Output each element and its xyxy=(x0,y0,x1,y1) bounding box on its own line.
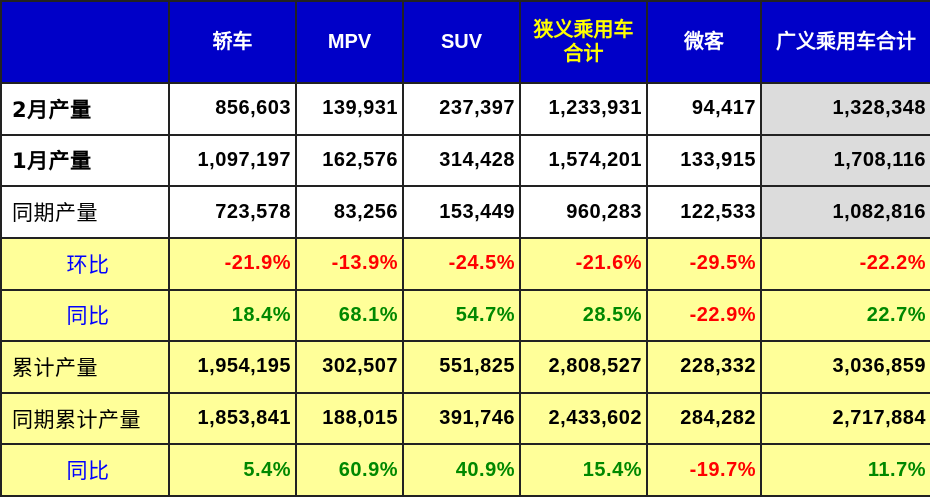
cell: 94,417 xyxy=(646,82,762,136)
cell-positive: 68.1% xyxy=(295,288,404,343)
cell: 122,533 xyxy=(646,185,762,239)
table-row-same-period-output: 同期产量 723,578 83,256 153,449 960,283 122,… xyxy=(0,185,930,239)
cell: 153,449 xyxy=(402,185,521,239)
cell-positive: 60.9% xyxy=(295,443,404,497)
cell: 83,256 xyxy=(295,185,404,239)
cell: 1,574,201 xyxy=(519,133,648,188)
cell: 139,931 xyxy=(295,82,404,136)
cell-positive: 28.5% xyxy=(519,288,648,343)
table-row-feb-output: 2月产量 856,603 139,931 237,397 1,233,931 9… xyxy=(0,82,930,136)
header-suv: SUV xyxy=(402,0,521,84)
cell-total: 1,708,116 xyxy=(760,133,930,188)
cell: 2,433,602 xyxy=(519,391,648,446)
row-label: 同期累计产量 xyxy=(0,391,170,446)
row-label: 1月产量 xyxy=(0,133,170,188)
cell-total: 1,082,816 xyxy=(760,185,930,239)
cell: 1,853,841 xyxy=(168,391,297,446)
header-row: 轿车 MPV SUV 狭义乘用车 合计 微客 广义乘用车合计 xyxy=(0,0,930,84)
table-row-jan-output: 1月产量 1,097,197 162,576 314,428 1,574,201… xyxy=(0,133,930,188)
cell-negative: -22.9% xyxy=(646,288,762,343)
table-row-cumulative-yoy: 同比 5.4% 60.9% 40.9% 15.4% -19.7% 11.7% xyxy=(0,443,930,497)
cell: 1,097,197 xyxy=(168,133,297,188)
table-row-cumulative-output: 累计产量 1,954,195 302,507 551,825 2,808,527… xyxy=(0,340,930,394)
cell-positive: 22.7% xyxy=(760,288,930,343)
header-broad-total: 广义乘用车合计 xyxy=(760,0,930,84)
cell-negative: -22.2% xyxy=(760,236,930,291)
cell-negative: -13.9% xyxy=(295,236,404,291)
row-label: 累计产量 xyxy=(0,340,170,394)
header-narrow-total: 狭义乘用车 合计 xyxy=(519,0,648,84)
cell-negative: -21.9% xyxy=(168,236,297,291)
header-sedan: 轿车 xyxy=(168,0,297,84)
cell: 228,332 xyxy=(646,340,762,394)
cell-positive: 54.7% xyxy=(402,288,521,343)
table-row-yoy: 同比 18.4% 68.1% 54.7% 28.5% -22.9% 22.7% xyxy=(0,288,930,343)
cell-negative: -21.6% xyxy=(519,236,648,291)
table-row-mom: 环比 -21.9% -13.9% -24.5% -21.6% -29.5% -2… xyxy=(0,236,930,291)
cell: 237,397 xyxy=(402,82,521,136)
row-label: 环比 xyxy=(0,236,170,291)
cell-total: 1,328,348 xyxy=(760,82,930,136)
cell: 960,283 xyxy=(519,185,648,239)
cell: 133,915 xyxy=(646,133,762,188)
cell: 551,825 xyxy=(402,340,521,394)
row-label: 同期产量 xyxy=(0,185,170,239)
header-microvan: 微客 xyxy=(646,0,762,84)
cell-positive: 40.9% xyxy=(402,443,521,497)
cell: 3,036,859 xyxy=(760,340,930,394)
cell: 188,015 xyxy=(295,391,404,446)
row-label: 同比 xyxy=(0,288,170,343)
cell: 1,954,195 xyxy=(168,340,297,394)
row-label: 2月产量 xyxy=(0,82,170,136)
cell: 302,507 xyxy=(295,340,404,394)
cell: 284,282 xyxy=(646,391,762,446)
cell-positive: 5.4% xyxy=(168,443,297,497)
cell: 162,576 xyxy=(295,133,404,188)
cell: 856,603 xyxy=(168,82,297,136)
cell-positive: 18.4% xyxy=(168,288,297,343)
cell: 391,746 xyxy=(402,391,521,446)
cell-negative: -29.5% xyxy=(646,236,762,291)
cell: 2,717,884 xyxy=(760,391,930,446)
cell: 2,808,527 xyxy=(519,340,648,394)
header-corner xyxy=(0,0,170,84)
cell-positive: 11.7% xyxy=(760,443,930,497)
cell: 723,578 xyxy=(168,185,297,239)
cell-negative: -24.5% xyxy=(402,236,521,291)
cell: 314,428 xyxy=(402,133,521,188)
header-mpv: MPV xyxy=(295,0,404,84)
table-row-same-period-cumulative: 同期累计产量 1,853,841 188,015 391,746 2,433,6… xyxy=(0,391,930,446)
row-label: 同比 xyxy=(0,443,170,497)
cell: 1,233,931 xyxy=(519,82,648,136)
cell-negative: -19.7% xyxy=(646,443,762,497)
cell-positive: 15.4% xyxy=(519,443,648,497)
